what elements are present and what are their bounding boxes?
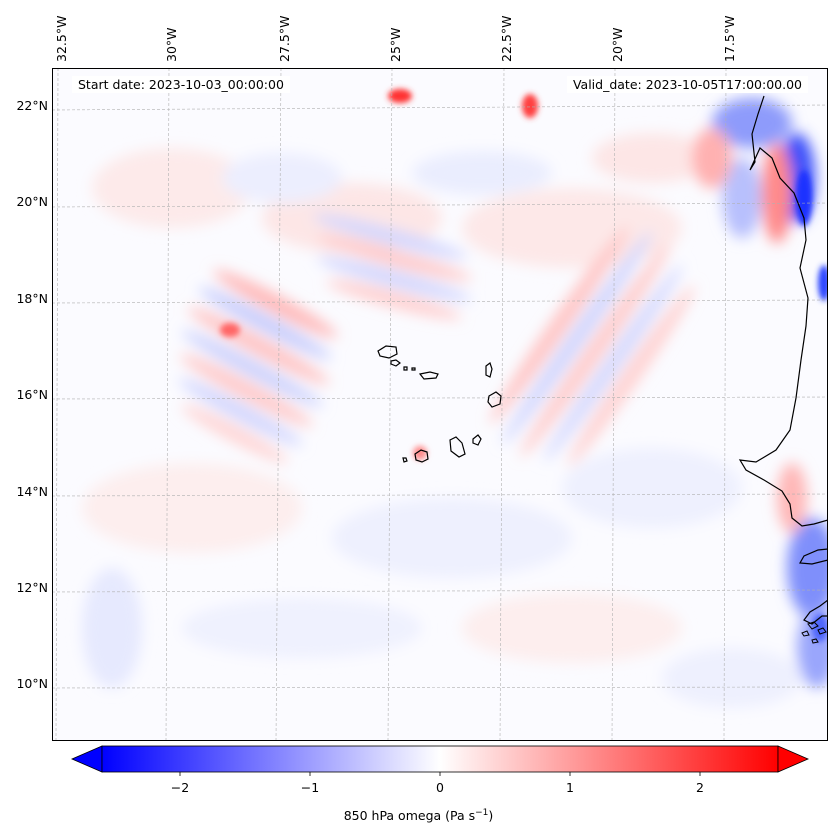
- africa-coastline: [738, 95, 828, 625]
- valid-date-annotation: Valid_date: 2023-10-05T17:00:00.00: [566, 76, 808, 93]
- lat-label-18n: 18°N: [16, 291, 48, 306]
- colorbar-label: 850 hPa omega (Pa s−1): [343, 808, 494, 824]
- map-frame: [52, 68, 828, 741]
- lon-label-25w: 25°W: [388, 27, 403, 62]
- colorbar-tick-label: 0: [436, 780, 444, 795]
- lon-label-20w: 20°W: [610, 27, 625, 62]
- lon-label-17-5w: 17.5°W: [722, 15, 737, 62]
- lon-label-27-5w: 27.5°W: [277, 15, 292, 62]
- start-date-annotation: Start date: 2023-10-03_00:00:00: [72, 76, 290, 93]
- lat-label-12n: 12°N: [16, 580, 48, 595]
- lat-label-14n: 14°N: [16, 484, 48, 499]
- lon-label-22-5w: 22.5°W: [499, 15, 514, 62]
- lon-label-30w: 30°W: [164, 27, 179, 62]
- lat-label-10n: 10°N: [16, 676, 48, 691]
- colorbar-extend-high: [777, 745, 810, 773]
- colorbar-tick-label: −1: [300, 780, 320, 795]
- lat-label-22n: 22°N: [16, 98, 48, 113]
- colorbar-gradient: [101, 745, 779, 773]
- graticule: [52, 68, 828, 741]
- colorbar: [70, 745, 810, 776]
- colorbar-tick-label: 1: [566, 780, 574, 795]
- lon-label-32-5w: 32.5°W: [54, 15, 69, 62]
- colorbar-tick-label: −2: [170, 780, 190, 795]
- omega-map: [52, 68, 828, 741]
- omega-field: [82, 89, 828, 708]
- colorbar-extend-low: [70, 745, 103, 773]
- lat-label-16n: 16°N: [16, 387, 48, 402]
- lat-label-20n: 20°N: [16, 194, 48, 209]
- cape-verde-islands: [377, 345, 502, 463]
- bijagos-islands: [801, 621, 827, 644]
- colorbar-tick-label: 2: [696, 780, 704, 795]
